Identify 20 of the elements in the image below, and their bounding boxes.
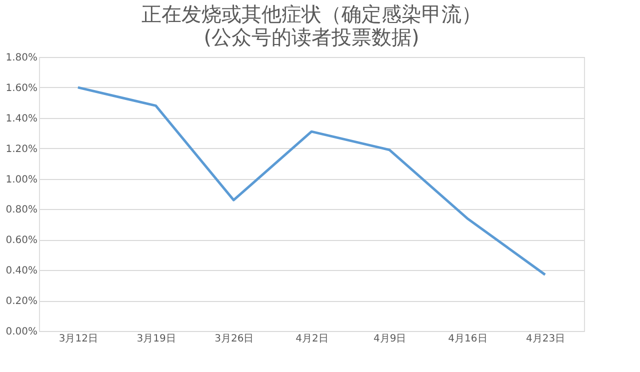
chart-subtitle: (公众号的读者投票数据) (204, 25, 420, 49)
y-tick-label: 0.60% (6, 235, 38, 246)
y-tick-label: 1.00% (6, 174, 38, 186)
y-tick-label: 1.80% (6, 52, 38, 64)
y-tick-label: 1.60% (6, 82, 38, 94)
x-tick-label: 3月12日 (58, 334, 98, 344)
y-tick-label: 0.20% (6, 296, 38, 308)
x-tick-label: 4月2日 (296, 334, 328, 344)
line-series (76, 86, 546, 276)
y-tick-label: 1.40% (6, 113, 38, 124)
y-tick-label: 0.80% (6, 204, 38, 216)
x-tick-label: 4月16日 (448, 334, 488, 344)
y-tick-label: 1.20% (6, 144, 38, 155)
x-tick-label: 3月19日 (136, 334, 176, 344)
x-tick-label: 4月9日 (373, 334, 406, 344)
x-tick-label: 3月26日 (214, 334, 254, 344)
y-tick-label: 0.00% (6, 326, 38, 338)
y-tick-label: 0.40% (6, 266, 38, 277)
x-tick-label: 4月23日 (526, 334, 566, 344)
chart-title: 正在发烧或其他症状（确定感染甲流） (142, 2, 482, 26)
